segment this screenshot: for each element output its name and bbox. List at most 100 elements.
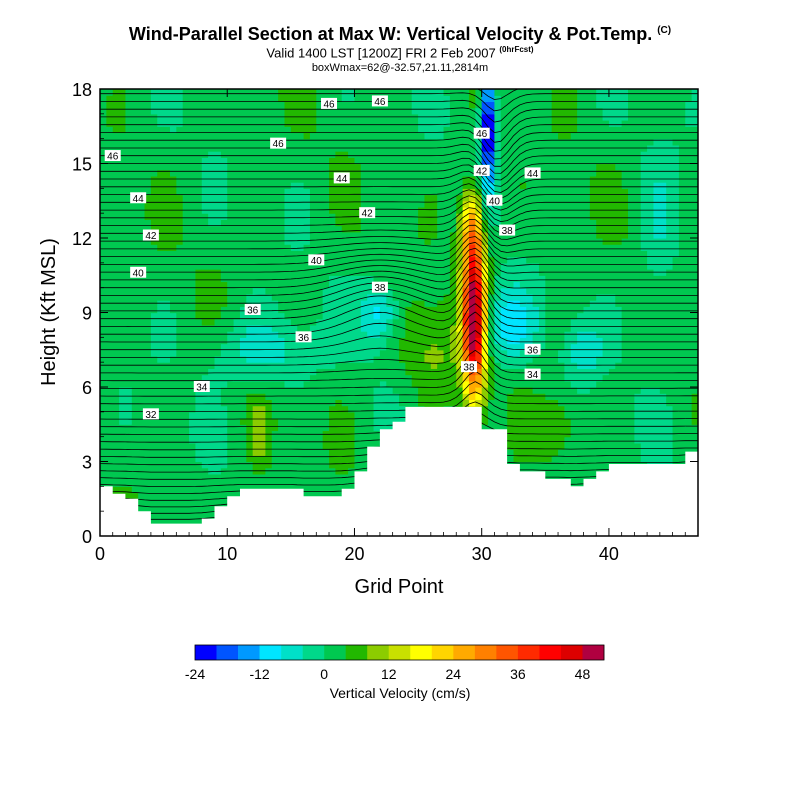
w-cell	[125, 418, 133, 425]
w-cell	[456, 324, 464, 332]
w-cell	[379, 250, 387, 258]
w-cell	[462, 163, 470, 171]
w-cell	[150, 101, 158, 109]
w-cell	[265, 368, 273, 376]
w-cell	[278, 287, 286, 295]
w-cell	[271, 151, 279, 158]
w-cell	[424, 213, 432, 220]
w-cell	[348, 262, 356, 270]
w-cell	[329, 275, 336, 283]
w-cell	[316, 486, 324, 494]
w-cell	[290, 89, 298, 96]
w-cell	[208, 374, 216, 382]
w-cell	[182, 393, 190, 401]
w-cell	[144, 293, 152, 301]
w-cell	[443, 281, 451, 289]
w-cell	[208, 399, 216, 407]
w-cell	[399, 405, 406, 413]
w-cell	[208, 467, 216, 475]
w-cell	[494, 107, 502, 115]
w-cell	[189, 511, 197, 518]
w-cell	[106, 411, 114, 419]
w-cell	[138, 312, 146, 320]
w-cell	[500, 244, 508, 252]
w-cell	[157, 324, 165, 332]
w-cell	[392, 418, 400, 425]
w-cell	[532, 324, 540, 332]
w-cell	[271, 169, 279, 177]
w-cell	[468, 331, 476, 338]
w-cell	[278, 380, 286, 388]
w-cell	[424, 374, 432, 382]
w-cell	[246, 349, 254, 357]
w-cell	[462, 144, 470, 152]
w-cell	[157, 188, 165, 196]
w-cell	[138, 225, 146, 233]
w-cell	[119, 95, 127, 103]
w-cell	[131, 387, 139, 394]
w-cell	[348, 238, 356, 245]
w-cell	[418, 337, 426, 345]
w-cell	[424, 312, 432, 320]
w-cell	[405, 157, 413, 165]
w-cell	[526, 337, 534, 345]
w-cell	[138, 480, 146, 487]
w-cell	[405, 206, 413, 214]
w-cell	[513, 349, 521, 357]
w-cell	[150, 486, 158, 494]
w-cell	[424, 349, 432, 357]
w-cell	[233, 306, 241, 314]
w-cell	[329, 442, 336, 450]
w-cell	[443, 393, 451, 401]
w-cell	[513, 132, 521, 140]
w-cell	[195, 126, 203, 134]
w-cell	[208, 169, 216, 177]
w-cell	[309, 89, 317, 96]
w-cell	[144, 219, 152, 227]
w-cell	[303, 405, 311, 413]
w-cell	[443, 225, 451, 233]
w-cell	[316, 219, 324, 227]
w-cell	[297, 213, 305, 220]
w-cell	[494, 287, 502, 295]
w-cell	[329, 213, 336, 220]
w-cell	[456, 163, 464, 171]
w-cell	[519, 175, 527, 183]
w-cell	[424, 368, 432, 376]
w-cell	[163, 169, 171, 177]
w-cell	[119, 250, 127, 258]
w-cell	[246, 250, 254, 258]
w-cell	[405, 331, 413, 338]
w-cell	[144, 262, 152, 270]
w-cell	[500, 188, 508, 196]
w-cell	[176, 138, 184, 146]
w-cell	[411, 157, 419, 165]
w-cell	[227, 188, 235, 196]
w-cell	[182, 219, 190, 227]
w-cell	[462, 107, 470, 115]
w-cell	[386, 269, 394, 276]
w-cell	[354, 95, 362, 103]
w-cell	[220, 312, 228, 320]
w-cell	[290, 436, 298, 444]
w-cell	[157, 424, 165, 432]
w-cell	[182, 182, 190, 189]
w-cell	[386, 424, 394, 432]
w-cell	[392, 411, 400, 419]
w-cell	[290, 455, 298, 463]
w-cell	[297, 455, 305, 463]
w-cell	[462, 113, 470, 121]
w-cell	[488, 101, 496, 109]
w-cell	[239, 436, 247, 444]
w-cell	[176, 424, 184, 432]
w-cell	[418, 262, 426, 270]
w-cell	[125, 349, 133, 357]
w-cell	[138, 107, 146, 115]
w-cell	[519, 238, 527, 245]
w-cell	[309, 355, 317, 363]
w-cell	[430, 169, 438, 177]
w-cell	[182, 262, 190, 270]
w-cell	[100, 318, 107, 326]
w-cell	[297, 169, 305, 177]
w-cell	[335, 194, 343, 202]
